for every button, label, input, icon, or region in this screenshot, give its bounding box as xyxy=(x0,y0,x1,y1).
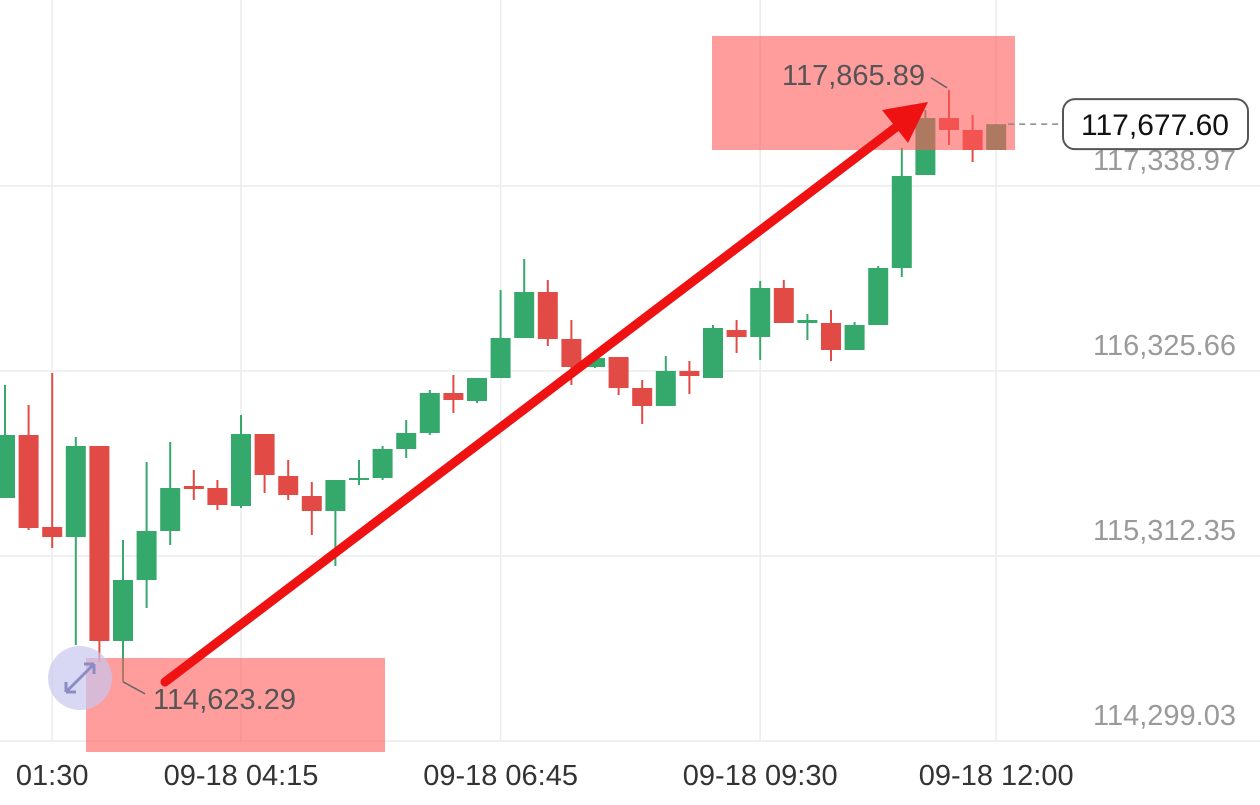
candle-body xyxy=(773,287,794,323)
candle-body xyxy=(561,339,582,367)
candle-body xyxy=(891,175,912,269)
candle-body xyxy=(231,433,251,507)
arrow-shaft xyxy=(160,123,900,687)
expand-icon[interactable] xyxy=(64,662,96,694)
candle-body xyxy=(0,435,15,499)
candle-body xyxy=(18,435,39,529)
candle-body xyxy=(679,370,700,376)
x-tick-label: 09-18 06:45 xyxy=(423,760,578,792)
x-tick-label: 09-18 09:30 xyxy=(683,760,838,792)
candle-body xyxy=(207,488,228,505)
y-tick-label: 115,312.35 xyxy=(1093,515,1236,547)
candle-body xyxy=(868,268,889,326)
candle-body xyxy=(278,476,299,495)
candle-body xyxy=(844,325,865,350)
leader-line xyxy=(930,77,948,89)
candle-body xyxy=(726,330,747,337)
arrow-head xyxy=(882,102,928,143)
candle-body xyxy=(608,357,629,389)
highlight-box xyxy=(86,658,385,752)
candle-body xyxy=(467,378,487,402)
candle-body xyxy=(254,433,275,476)
candle-body xyxy=(183,485,204,490)
max-label: 117,865.89 xyxy=(782,60,925,92)
min-label: 114,623.29 xyxy=(153,684,296,716)
candle-body xyxy=(396,432,417,450)
candles xyxy=(0,89,1007,682)
candle-body xyxy=(301,495,322,512)
candle-body xyxy=(136,530,157,580)
y-tick-label: 114,299.03 xyxy=(1093,700,1236,732)
candle-body xyxy=(632,388,653,406)
candle-body xyxy=(65,445,86,538)
candle-body xyxy=(750,287,771,337)
x-tick-label: 09-18 12:00 xyxy=(919,760,1074,792)
trend-arrow xyxy=(160,102,928,687)
candle-body xyxy=(537,291,558,340)
last-price-label: 117,677.60 xyxy=(1081,109,1229,142)
candle-body xyxy=(372,449,393,478)
candle-body xyxy=(325,480,346,512)
candle-body xyxy=(443,392,464,401)
last-price-box xyxy=(1062,98,1249,151)
expand-button[interactable] xyxy=(48,646,112,710)
x-tick-label: 01:30 xyxy=(16,760,89,792)
x-tick-label: 09-18 04:15 xyxy=(164,760,319,792)
candle-body xyxy=(490,338,511,379)
candle-body xyxy=(703,327,723,379)
candle-body xyxy=(89,445,110,641)
candle-body xyxy=(42,526,63,538)
candle-body xyxy=(821,322,841,350)
candle-body xyxy=(797,320,818,323)
candle-body xyxy=(419,392,440,433)
y-tick-label: 117,338.97 xyxy=(1093,145,1236,177)
grid xyxy=(0,0,1260,742)
candle-body xyxy=(113,579,133,641)
candle-body xyxy=(655,370,676,406)
candle-body xyxy=(349,477,369,481)
candle-body xyxy=(160,488,181,531)
candle-body xyxy=(585,357,605,367)
highlight-box xyxy=(712,36,1015,150)
labels: 114,299.03 115,312.35 116,325.66 117,338.97… xyxy=(16,60,1249,792)
candle-body xyxy=(514,291,535,339)
y-tick-label: 116,325.66 xyxy=(1093,330,1236,362)
leader-line xyxy=(122,681,146,695)
